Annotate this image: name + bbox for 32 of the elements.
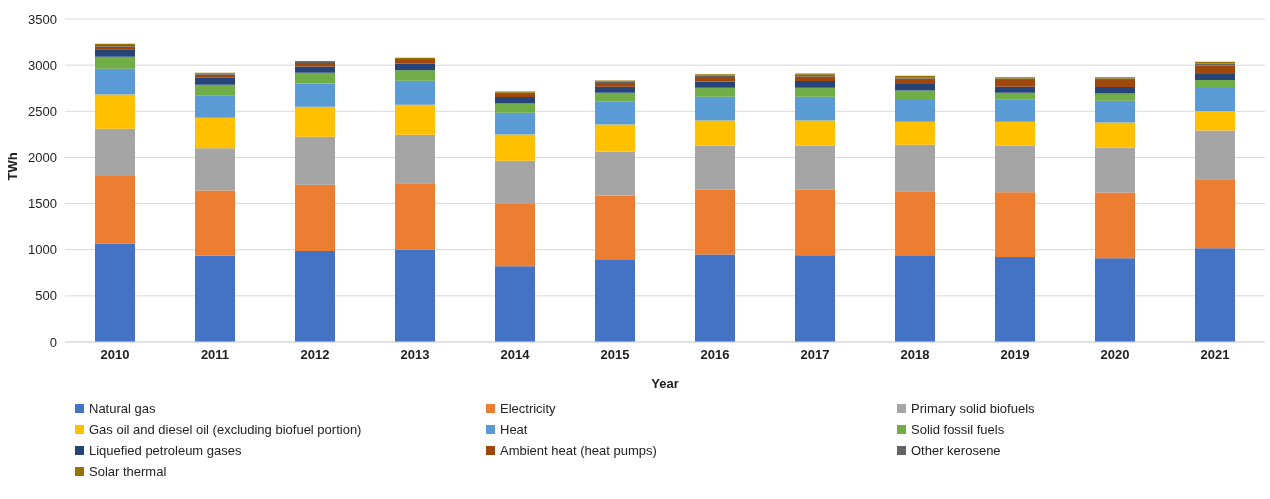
legend-label: Other kerosene <box>911 443 1001 458</box>
legend-label: Natural gas <box>89 401 156 416</box>
x-tick-label: 2016 <box>700 347 730 363</box>
x-tick-label: 2011 <box>200 347 230 363</box>
y-tick-label: 0 <box>49 334 57 350</box>
x-tick-label: 2019 <box>1000 347 1030 363</box>
y-tick-label: 3500 <box>28 11 57 27</box>
legend-label: Electricity <box>500 401 556 416</box>
legend-label: Gas oil and diesel oil (excluding biofuel portion) <box>89 422 362 437</box>
x-tick-label: 2012 <box>300 347 330 363</box>
x-tick-label: 2021 <box>1200 347 1230 363</box>
x-tick-label: 2018 <box>900 347 930 363</box>
legend-label: Heat <box>500 422 528 437</box>
legend-label: Ambient heat (heat pumps) <box>500 443 657 458</box>
legend-label: Solid fossil fuels <box>911 422 1005 437</box>
y-tick-label: 1500 <box>28 196 57 212</box>
x-tick-label: 2013 <box>400 347 430 363</box>
x-tick-label: 2010 <box>100 347 130 363</box>
y-axis-title: TWh <box>4 152 20 181</box>
x-tick-label: 2014 <box>500 347 531 363</box>
x-tick-label: 2015 <box>600 347 630 363</box>
x-tick-label: 2020 <box>1100 347 1130 363</box>
legend-label: Solar thermal <box>89 464 167 479</box>
y-tick-label: 2500 <box>28 103 57 119</box>
y-tick-label: 1000 <box>28 242 57 258</box>
x-tick-label: 2017 <box>800 347 830 363</box>
legend-label: Liquefied petroleum gases <box>89 443 242 458</box>
y-tick-label: 3000 <box>28 57 57 73</box>
legend-label: Primary solid biofuels <box>911 401 1035 416</box>
x-axis-title: Year <box>651 376 679 391</box>
y-tick-label: 500 <box>35 288 57 304</box>
y-tick-label: 2000 <box>28 150 57 166</box>
